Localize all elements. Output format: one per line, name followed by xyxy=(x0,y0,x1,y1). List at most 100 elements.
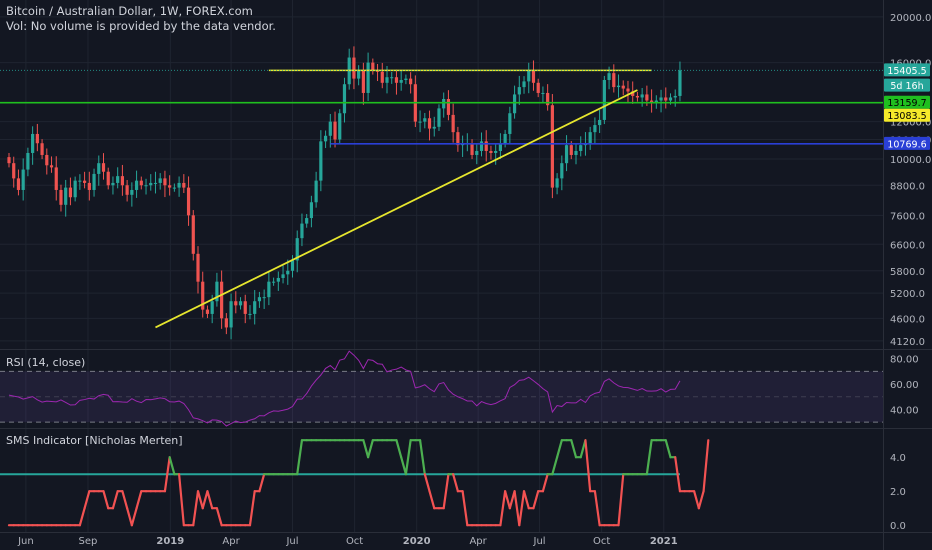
price-axis-label: 5800.0 xyxy=(890,267,925,278)
price-axis-label: 8800.0 xyxy=(890,181,925,192)
candle-body xyxy=(286,270,290,275)
sms-segment xyxy=(674,456,682,493)
candle-body xyxy=(87,182,91,190)
drawing-lines[interactable] xyxy=(0,69,883,329)
candle-body xyxy=(45,154,49,166)
candle-body xyxy=(106,171,110,186)
symbol-title[interactable]: Bitcoin / Australian Dollar, 1W, FOREX.c… xyxy=(6,4,253,18)
sms-segment xyxy=(702,439,710,493)
candle-body xyxy=(12,163,16,179)
candle-body xyxy=(612,73,616,88)
candle-body xyxy=(73,180,77,198)
sms-segment xyxy=(215,507,223,527)
ascending-trendline xyxy=(155,89,638,329)
candle-body xyxy=(234,301,238,306)
candle-body xyxy=(380,71,384,83)
candle-body xyxy=(101,163,106,172)
price-axis-label: 4120.0 xyxy=(890,337,925,348)
candle-body xyxy=(555,178,559,188)
sms-segment xyxy=(499,490,507,527)
sms-segment xyxy=(404,439,412,476)
sms-segment xyxy=(555,439,563,459)
candle-body xyxy=(442,98,446,109)
sms-segment xyxy=(504,490,511,510)
candle-body xyxy=(314,180,318,203)
time-axis-label: Oct xyxy=(346,536,363,547)
sms-segment xyxy=(206,490,214,510)
sms-segment xyxy=(593,490,601,527)
candle-body xyxy=(357,70,361,79)
pane-divider-sms[interactable] xyxy=(0,428,932,429)
candle-body xyxy=(394,77,399,83)
candle-body xyxy=(21,169,25,190)
sms-title[interactable]: SMS Indicator [Nicholas Merten] xyxy=(6,434,183,447)
candle-body xyxy=(390,77,394,79)
sms-segment xyxy=(518,490,526,527)
candle-body xyxy=(49,165,54,168)
sms-segment xyxy=(367,439,374,459)
candle-body xyxy=(560,163,564,179)
sms-segment xyxy=(126,507,133,527)
price-badge-text: 13159.7 xyxy=(887,98,926,109)
candle-body xyxy=(536,82,540,93)
price-axis-label: 6600.0 xyxy=(890,240,925,251)
candle-body xyxy=(125,185,129,195)
sms-segment xyxy=(513,490,521,527)
candle-body xyxy=(319,141,323,181)
price-axis-label: 12000.0 xyxy=(890,118,931,129)
sms-segment xyxy=(78,507,86,527)
candle-body xyxy=(139,180,143,186)
candle-body xyxy=(366,62,370,93)
price-badges: 15405.5 5d 16h 13159.7 13083.5 10769.6 xyxy=(884,63,930,150)
price-badge-text: 10769.6 xyxy=(887,139,926,150)
candle-body xyxy=(64,187,68,205)
chart-legend: Bitcoin / Australian Dollar, 1W, FOREX.c… xyxy=(6,4,276,34)
candle-body xyxy=(323,135,328,142)
candle-body xyxy=(385,77,389,83)
candle-body xyxy=(437,108,441,127)
rsi-title[interactable]: RSI (14, close) xyxy=(6,356,86,369)
candle-body xyxy=(517,87,521,95)
price-badge xyxy=(884,136,930,150)
time-axis-label: Apr xyxy=(469,536,487,547)
candle-body xyxy=(342,84,347,114)
candle-body xyxy=(432,126,436,129)
price-badge-text: 15405.5 xyxy=(887,66,926,77)
candle-body xyxy=(182,182,186,188)
candle-body xyxy=(503,133,507,144)
candle-body xyxy=(238,301,243,306)
candle-body xyxy=(116,176,120,183)
time-axis-label: Sep xyxy=(79,536,98,547)
candle-body xyxy=(130,189,134,195)
sms-axis-label: 2.0 xyxy=(890,487,906,498)
sms-segment xyxy=(296,439,304,476)
time-axis-label: 2020 xyxy=(403,536,431,547)
candle-body xyxy=(489,150,493,153)
sms-segment xyxy=(135,490,143,510)
candle-body xyxy=(479,141,484,151)
candle-body xyxy=(546,92,550,106)
candle-body xyxy=(574,150,578,155)
candle-body xyxy=(328,121,332,136)
price-axis-label: 5200.0 xyxy=(890,289,925,300)
candle-body xyxy=(7,157,11,164)
sms-segment xyxy=(130,507,138,527)
time-axis-label: Apr xyxy=(222,536,240,547)
price-badge xyxy=(884,63,930,77)
rsi-series-line xyxy=(8,350,681,427)
price-badge-text: 5d 16h xyxy=(890,81,923,92)
candle-body xyxy=(569,145,573,155)
candle-body xyxy=(26,152,30,170)
candle-body xyxy=(659,97,663,101)
candle-body xyxy=(645,94,649,101)
candle-body xyxy=(631,91,635,96)
candle-body xyxy=(427,118,432,129)
candle-body xyxy=(654,100,658,103)
candle-body xyxy=(593,125,597,133)
sms-line xyxy=(0,439,710,527)
candle-body xyxy=(144,185,148,187)
rsi-axis-label: 80.00 xyxy=(890,355,919,366)
pane-divider-rsi[interactable] xyxy=(0,349,932,350)
sms-segment xyxy=(111,490,119,510)
